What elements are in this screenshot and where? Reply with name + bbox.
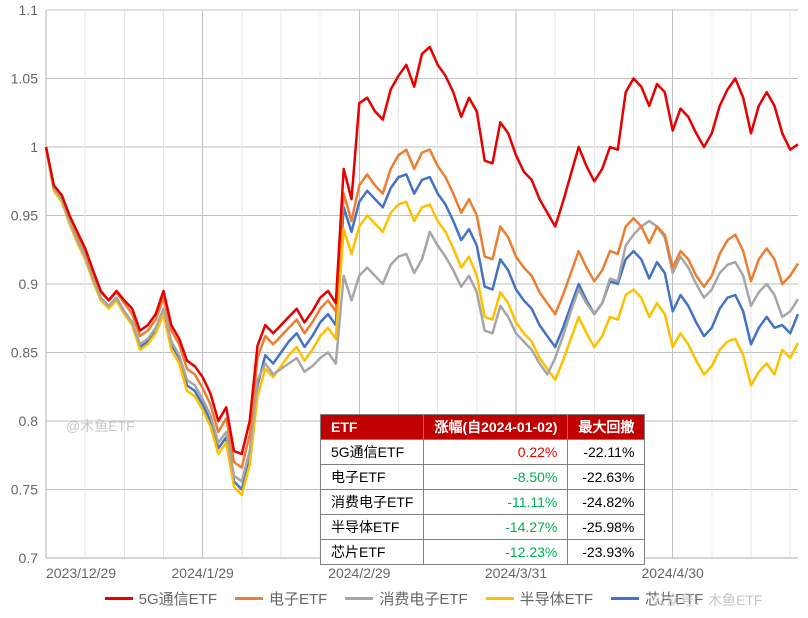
etf-change-cell: -11.11% bbox=[424, 490, 568, 515]
svg-text:1: 1 bbox=[30, 139, 38, 155]
etf-drawdown-cell: -22.11% bbox=[568, 440, 645, 465]
svg-text:0.7: 0.7 bbox=[19, 550, 39, 566]
legend-item-2: 消费电子ETF bbox=[345, 588, 467, 609]
table-row: 5G通信ETF0.22%-22.11% bbox=[321, 440, 645, 465]
watermark-1: 公众号：木鱼ETF bbox=[652, 590, 762, 610]
svg-text:0.95: 0.95 bbox=[11, 208, 38, 224]
svg-text:0.75: 0.75 bbox=[11, 482, 38, 498]
legend-swatch bbox=[235, 597, 263, 600]
svg-text:2024/1/29: 2024/1/29 bbox=[172, 565, 234, 581]
table-row: 半导体ETF-14.27%-25.98% bbox=[321, 515, 645, 540]
etf-name-cell: 电子ETF bbox=[321, 465, 424, 490]
table-header-2: 最大回撤 bbox=[568, 415, 645, 440]
table-row: 消费电子ETF-11.11%-24.82% bbox=[321, 490, 645, 515]
etf-name-cell: 5G通信ETF bbox=[321, 440, 424, 465]
legend-label: 5G通信ETF bbox=[139, 588, 217, 609]
svg-text:2024/3/31: 2024/3/31 bbox=[485, 565, 547, 581]
legend-item-3: 半导体ETF bbox=[486, 588, 593, 609]
legend-swatch bbox=[486, 597, 514, 600]
etf-name-cell: 半导体ETF bbox=[321, 515, 424, 540]
legend-item-1: 电子ETF bbox=[235, 588, 327, 609]
etf-change-cell: -8.50% bbox=[424, 465, 568, 490]
legend-item-0: 5G通信ETF bbox=[105, 588, 217, 609]
table-header-1: 涨幅(自2024-01-02) bbox=[424, 415, 568, 440]
etf-drawdown-cell: -22.63% bbox=[568, 465, 645, 490]
svg-text:0.9: 0.9 bbox=[19, 276, 39, 292]
legend-label: 消费电子ETF bbox=[379, 588, 467, 609]
etf-change-cell: -12.23% bbox=[424, 540, 568, 565]
etf-summary-table: ETF涨幅(自2024-01-02)最大回撤 5G通信ETF0.22%-22.1… bbox=[320, 414, 645, 565]
svg-text:1.05: 1.05 bbox=[11, 71, 38, 87]
etf-drawdown-cell: -25.98% bbox=[568, 515, 645, 540]
legend-label: 电子ETF bbox=[269, 588, 327, 609]
table-header-0: ETF bbox=[321, 415, 424, 440]
legend-label: 半导体ETF bbox=[520, 588, 593, 609]
table-row: 芯片ETF-12.23%-23.93% bbox=[321, 540, 645, 565]
etf-change-cell: -14.27% bbox=[424, 515, 568, 540]
legend-swatch bbox=[105, 597, 133, 600]
etf-name-cell: 芯片ETF bbox=[321, 540, 424, 565]
svg-text:0.8: 0.8 bbox=[19, 413, 39, 429]
svg-text:2024/4/30: 2024/4/30 bbox=[642, 565, 704, 581]
svg-text:2023/12/29: 2023/12/29 bbox=[46, 565, 116, 581]
etf-change-cell: 0.22% bbox=[424, 440, 568, 465]
svg-text:1.1: 1.1 bbox=[19, 2, 39, 18]
svg-text:2024/2/29: 2024/2/29 bbox=[328, 565, 390, 581]
watermark-0: @木鱼ETF bbox=[66, 416, 135, 436]
svg-text:0.85: 0.85 bbox=[11, 345, 38, 361]
etf-drawdown-cell: -23.93% bbox=[568, 540, 645, 565]
etf-drawdown-cell: -24.82% bbox=[568, 490, 645, 515]
etf-performance-chart: 0.7 0.75 0.8 0.85 0.9 0.95 1 1.05 1.1 2023/12/29 2… bbox=[0, 0, 808, 618]
legend-swatch bbox=[611, 597, 639, 600]
table-row: 电子ETF-8.50%-22.63% bbox=[321, 465, 645, 490]
etf-name-cell: 消费电子ETF bbox=[321, 490, 424, 515]
legend-swatch bbox=[345, 597, 373, 600]
